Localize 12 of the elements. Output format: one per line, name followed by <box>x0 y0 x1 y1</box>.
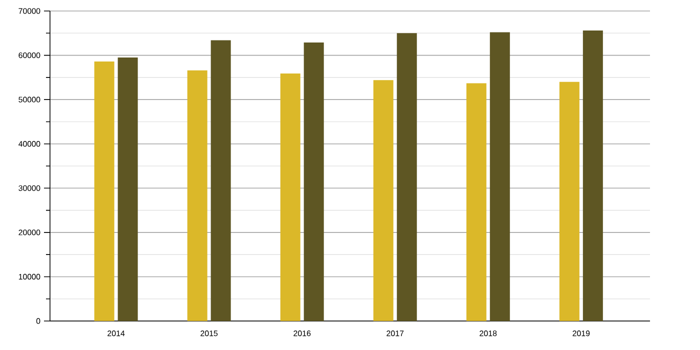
bar <box>373 80 394 321</box>
bar <box>94 61 114 321</box>
bar <box>118 58 138 321</box>
bar <box>304 42 324 321</box>
bar <box>582 30 603 321</box>
bar <box>490 32 510 321</box>
bar <box>280 73 300 321</box>
bar <box>466 83 486 321</box>
bar <box>559 82 580 321</box>
bar <box>187 70 208 321</box>
bar <box>396 33 417 321</box>
bar <box>210 40 231 321</box>
